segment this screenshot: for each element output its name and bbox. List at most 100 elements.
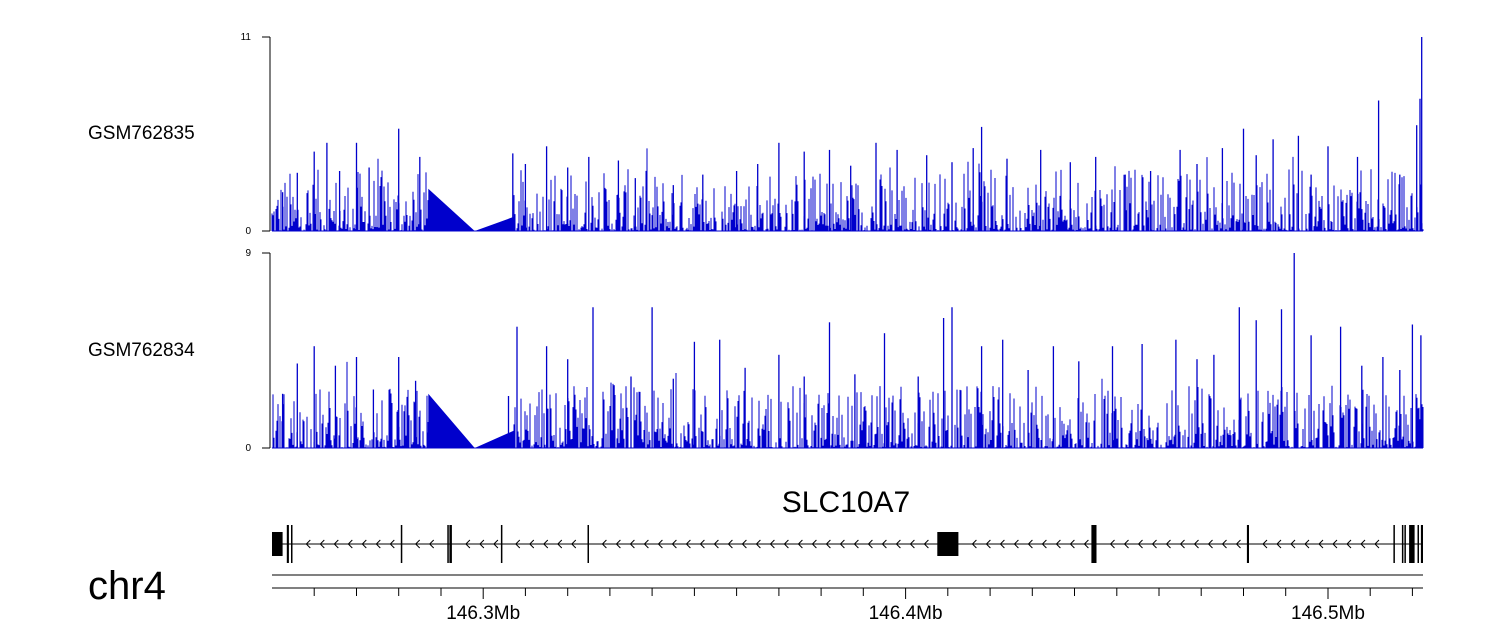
exon-15 [1417, 525, 1419, 563]
strand-chevron-61 [1276, 539, 1282, 549]
strand-chevron-55 [1179, 539, 1185, 549]
strand-chevron-6 [389, 539, 395, 549]
strand-chevron-58 [1221, 539, 1227, 549]
strand-chevron-42 [985, 539, 991, 549]
strand-chevron-59 [1235, 539, 1241, 549]
gap-triangle-0 [428, 393, 475, 448]
exon-14 [1409, 525, 1415, 563]
strand-chevron-37 [881, 539, 887, 549]
strand-chevron-62 [1290, 539, 1296, 549]
strand-chevron-51 [1123, 539, 1129, 549]
strand-chevron-46 [1041, 539, 1047, 549]
strand-chevron-67 [1360, 539, 1366, 549]
strand-chevron-53 [1151, 539, 1157, 549]
strand-chevron-45 [1027, 539, 1033, 549]
strand-chevron-48 [1069, 539, 1075, 549]
strand-chevron-16 [571, 539, 577, 549]
strand-chevron-7 [414, 539, 421, 549]
y-tick-label-min: 0 [245, 443, 251, 454]
strand-chevron-15 [557, 539, 563, 549]
exon-8 [937, 532, 959, 556]
genome-axis: chr4 146.3Mb 146.4Mb 146.5Mb [88, 564, 1423, 624]
strand-chevron-43 [999, 539, 1005, 549]
strand-chevron-41 [971, 539, 977, 549]
coverage-track-gsm762834: GSM762834 9 0 [88, 248, 1424, 454]
strand-chevron-64 [1318, 539, 1324, 549]
exon-9 [1091, 525, 1097, 563]
strand-chevron-50 [1109, 539, 1115, 549]
track-label: GSM762834 [88, 340, 195, 361]
strand-chevron-17 [601, 539, 607, 549]
exon-10 [1246, 525, 1249, 563]
strand-chevron-8 [428, 539, 435, 549]
strand-chevron-9 [465, 539, 471, 549]
exon-0 [272, 532, 283, 556]
strand-chevron-68 [1374, 539, 1380, 549]
x-tick-label-0: 146.3Mb [446, 603, 520, 624]
coverage-noise [271, 148, 1424, 231]
strand-chevron-28 [755, 539, 761, 549]
strand-chevron-54 [1165, 539, 1171, 549]
gap-triangle-1 [474, 216, 514, 231]
exon-16 [1420, 525, 1423, 563]
strand-chevron-18 [615, 539, 621, 549]
strand-chevron-22 [671, 539, 677, 549]
strand-chevron-19 [629, 539, 635, 549]
strand-chevron-3 [347, 539, 353, 549]
strand-chevron-56 [1193, 539, 1199, 549]
gene-name-label: SLC10A7 [782, 486, 910, 519]
strand-chevron-29 [769, 539, 775, 549]
exon-12 [1401, 525, 1404, 563]
strand-chevron-34 [839, 539, 845, 549]
coverage-marks [271, 37, 1424, 232]
gene-track: SLC10A7 [272, 486, 1423, 563]
strand-chevron-25 [713, 539, 719, 549]
exon-7 [587, 525, 589, 563]
strand-chevron-31 [797, 539, 803, 549]
strand-chevron-66 [1346, 539, 1352, 549]
strand-chevron-40 [923, 539, 929, 549]
y-tick-label-min: 0 [245, 226, 251, 237]
exon-3 [400, 525, 403, 563]
strand-chevron-5 [375, 539, 381, 549]
strand-chevron-57 [1207, 539, 1213, 549]
strand-chevron-63 [1304, 539, 1310, 549]
strand-chevron-30 [783, 539, 789, 549]
strand-chevron-21 [657, 539, 663, 549]
strand-chevron-14 [543, 539, 549, 549]
exon-6 [500, 525, 503, 563]
y-tick-label-max: 11 [241, 32, 252, 43]
strand-chevron-11 [493, 539, 499, 549]
y-tick-label-max: 9 [245, 248, 251, 259]
gap-triangle-0 [428, 188, 475, 231]
x-tick-label-2: 146.5Mb [1291, 603, 1365, 624]
exon-4 [447, 525, 449, 563]
strand-chevron-33 [825, 539, 831, 549]
strand-chevron-4 [361, 539, 367, 549]
exon-13 [1404, 525, 1406, 563]
strand-chevron-44 [1013, 539, 1019, 549]
y-axis: 9 0 [245, 248, 271, 454]
coverage-marks [271, 253, 1424, 449]
strand-chevron-0 [305, 539, 311, 549]
strand-chevron-36 [867, 539, 873, 549]
exon-1 [286, 525, 289, 563]
strand-chevron-32 [811, 539, 817, 549]
gene-model [272, 525, 1423, 563]
strand-chevron-13 [529, 539, 535, 549]
strand-chevron-60 [1262, 539, 1268, 549]
chromosome-label: chr4 [88, 564, 166, 608]
y-axis: 11 0 [241, 32, 271, 237]
strand-chevron-2 [333, 539, 339, 549]
strand-chevron-65 [1332, 539, 1338, 549]
strand-chevron-49 [1083, 539, 1089, 549]
strand-chevron-52 [1137, 539, 1143, 549]
strand-chevron-26 [727, 539, 733, 549]
strand-chevron-1 [319, 539, 325, 549]
strand-chevron-12 [515, 539, 521, 549]
exon-5 [449, 525, 452, 563]
strand-chevron-23 [685, 539, 691, 549]
x-tick-label-1: 146.4Mb [869, 603, 943, 624]
strand-chevron-24 [699, 539, 705, 549]
